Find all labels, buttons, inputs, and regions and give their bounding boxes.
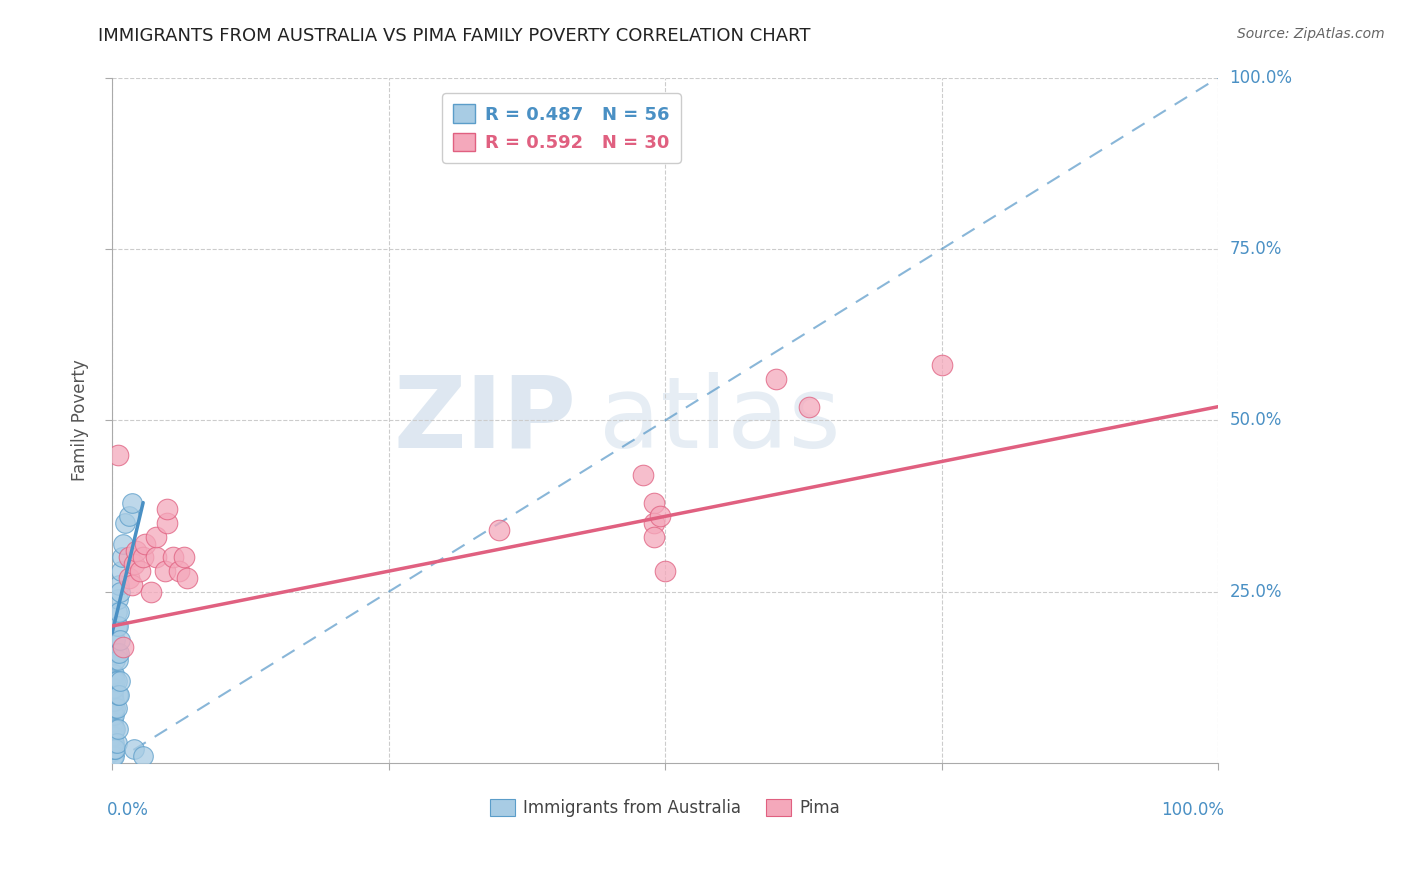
Text: Source: ZipAtlas.com: Source: ZipAtlas.com xyxy=(1237,27,1385,41)
Point xyxy=(105,619,128,633)
Text: 100.0%: 100.0% xyxy=(1161,801,1225,819)
Point xyxy=(104,632,127,647)
Point xyxy=(103,688,125,702)
Point xyxy=(103,749,125,764)
Point xyxy=(488,523,510,537)
Point xyxy=(156,502,179,516)
Point xyxy=(643,530,665,544)
Text: 50.0%: 50.0% xyxy=(1230,411,1282,429)
Point xyxy=(103,701,125,715)
Point xyxy=(121,495,143,509)
Point xyxy=(145,530,167,544)
Text: ZIP: ZIP xyxy=(394,372,576,469)
Point xyxy=(643,516,665,531)
Point xyxy=(173,550,195,565)
Point xyxy=(112,537,135,551)
Point xyxy=(765,372,787,386)
Point xyxy=(105,735,128,749)
Point xyxy=(124,558,146,572)
Point xyxy=(107,653,129,667)
Point xyxy=(118,571,141,585)
Text: atlas: atlas xyxy=(599,372,841,469)
Point xyxy=(104,673,127,688)
Y-axis label: Family Poverty: Family Poverty xyxy=(72,359,89,481)
Text: 0.0%: 0.0% xyxy=(107,801,149,819)
Point xyxy=(107,688,129,702)
Point xyxy=(156,516,179,531)
Point xyxy=(103,729,125,743)
Point xyxy=(797,400,820,414)
Point xyxy=(103,708,125,723)
Point xyxy=(103,694,125,708)
Point xyxy=(118,550,141,565)
Point xyxy=(103,735,125,749)
Text: 25.0%: 25.0% xyxy=(1230,582,1282,600)
Point xyxy=(121,578,143,592)
Point xyxy=(105,701,128,715)
Point xyxy=(104,701,127,715)
Point xyxy=(107,722,129,736)
Point xyxy=(107,647,129,661)
Point xyxy=(648,509,671,524)
Point xyxy=(103,681,125,695)
Point xyxy=(132,749,155,764)
Point xyxy=(114,516,136,531)
Point xyxy=(103,722,125,736)
Point xyxy=(103,681,125,695)
Point xyxy=(103,749,125,764)
Point xyxy=(103,667,125,681)
Point xyxy=(108,584,131,599)
Point xyxy=(132,550,155,565)
Point xyxy=(162,550,184,565)
Point xyxy=(107,605,129,619)
Point xyxy=(125,543,148,558)
Point xyxy=(103,673,125,688)
Point xyxy=(103,667,125,681)
Point xyxy=(931,359,953,373)
Point xyxy=(103,729,125,743)
Point xyxy=(108,632,131,647)
Point xyxy=(134,537,156,551)
Point xyxy=(145,550,167,565)
Point xyxy=(103,735,125,749)
Point xyxy=(105,647,128,661)
Point xyxy=(128,564,150,578)
Point xyxy=(105,605,128,619)
Point xyxy=(103,742,125,756)
Point xyxy=(139,584,162,599)
Point xyxy=(104,722,127,736)
Point xyxy=(103,742,125,756)
Point xyxy=(176,571,198,585)
Point xyxy=(643,495,665,509)
Point xyxy=(155,564,177,578)
Text: IMMIGRANTS FROM AUSTRALIA VS PIMA FAMILY POVERTY CORRELATION CHART: IMMIGRANTS FROM AUSTRALIA VS PIMA FAMILY… xyxy=(98,27,811,45)
Point xyxy=(103,722,125,736)
Point xyxy=(103,708,125,723)
Point xyxy=(104,653,127,667)
Point xyxy=(103,742,125,756)
Point xyxy=(111,550,134,565)
Point xyxy=(112,640,135,654)
Point xyxy=(103,714,125,729)
Point xyxy=(104,742,127,756)
Point xyxy=(118,509,141,524)
Point xyxy=(107,619,129,633)
Point xyxy=(108,673,131,688)
Point xyxy=(654,564,676,578)
Point xyxy=(167,564,190,578)
Point xyxy=(110,564,132,578)
Legend: Immigrants from Australia, Pima: Immigrants from Australia, Pima xyxy=(484,792,848,823)
Point xyxy=(103,694,125,708)
Point xyxy=(107,688,129,702)
Point xyxy=(124,742,146,756)
Text: 75.0%: 75.0% xyxy=(1230,240,1282,258)
Point xyxy=(107,591,129,606)
Point xyxy=(107,578,129,592)
Point xyxy=(105,673,128,688)
Text: 100.0%: 100.0% xyxy=(1230,69,1292,87)
Point xyxy=(103,735,125,749)
Point xyxy=(631,468,654,483)
Point xyxy=(107,448,129,462)
